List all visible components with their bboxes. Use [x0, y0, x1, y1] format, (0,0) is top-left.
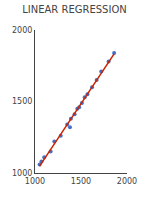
svg-text:LINEAR REGRESSION: LINEAR REGRESSION: [22, 4, 127, 15]
svg-text:1000: 1000: [12, 169, 32, 178]
svg-text:2000: 2000: [12, 26, 32, 35]
svg-text:1500: 1500: [12, 97, 32, 106]
svg-text:2000: 2000: [117, 177, 137, 186]
svg-text:1500: 1500: [71, 177, 91, 186]
svg-text:1000: 1000: [25, 177, 45, 186]
